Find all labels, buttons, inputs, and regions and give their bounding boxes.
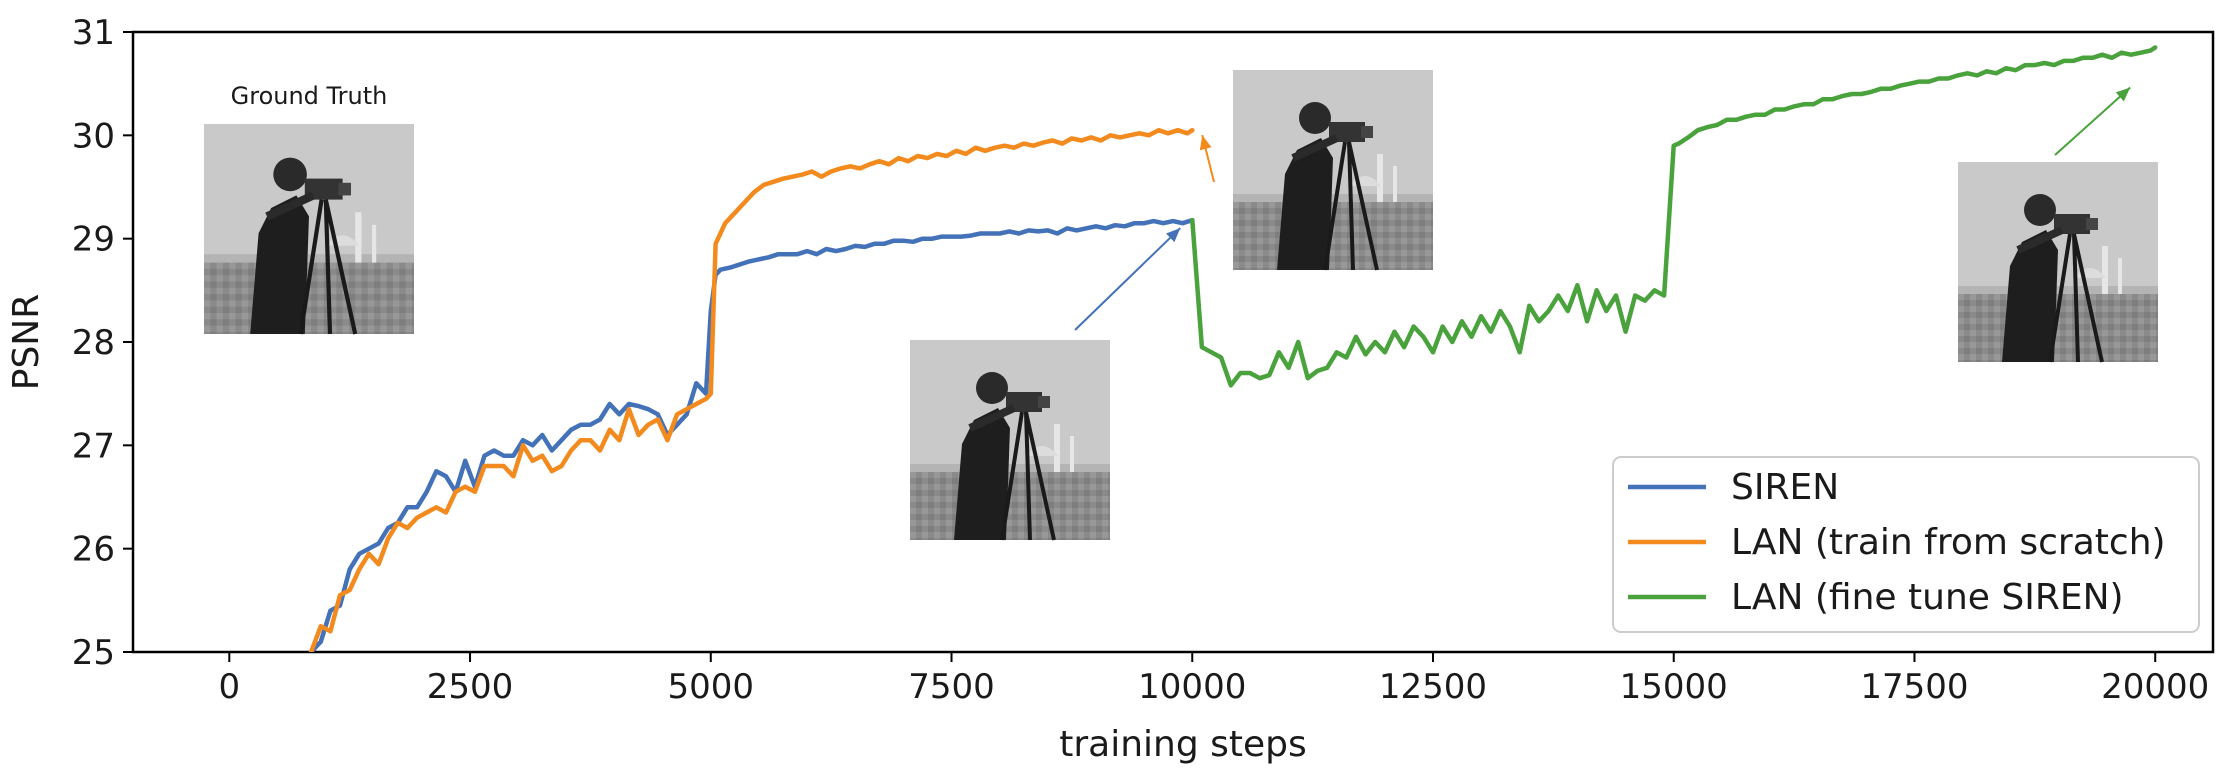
ground-truth-caption: Ground Truth: [231, 82, 388, 110]
x-tick-label: 20000: [2101, 667, 2209, 707]
x-tick-label: 2500: [427, 667, 514, 707]
x-tick-label: 15000: [1620, 667, 1728, 707]
series-line-0: [308, 217, 1195, 652]
x-tick-label: 0: [218, 667, 240, 707]
y-tick-label: 27: [72, 426, 115, 466]
y-axis-label: PSNR: [6, 294, 47, 391]
series-line-1: [308, 127, 1195, 652]
lan-scratch-result-image: [1233, 70, 1433, 270]
lan-finetune-arrow-head: [2115, 87, 2131, 102]
x-tick-label: 10000: [1138, 667, 1246, 707]
lan-scratch-arrow-head: [1199, 135, 1212, 151]
legend-entry-1: LAN (train from scratch): [1731, 522, 2166, 563]
y-tick-label: 25: [72, 633, 115, 673]
y-tick-label: 26: [72, 530, 115, 570]
x-tick-label: 5000: [668, 667, 755, 707]
legend-entry-2: LAN (fine tune SIREN): [1731, 577, 2124, 618]
lan-finetune-arrow: [2054, 86, 2131, 156]
ground-truth-image: [204, 124, 414, 334]
lan-finetune-result-image: [1958, 162, 2158, 362]
siren-arrow: [1074, 227, 1181, 331]
x-tick-label: 7500: [908, 667, 995, 707]
legend: SIREN LAN (train from scratch) LAN (fine t…: [1612, 456, 2200, 633]
series-line-2: [1190, 45, 2158, 388]
y-tick-label: 31: [72, 13, 115, 53]
x-axis-label: training steps: [1059, 724, 1307, 765]
y-tick-label: 28: [72, 323, 115, 363]
siren-result-image: [910, 340, 1110, 540]
legend-entry-0: SIREN: [1731, 467, 1839, 508]
x-tick-label: 17500: [1860, 667, 1968, 707]
y-tick-label: 30: [72, 116, 115, 156]
y-tick-label: 29: [72, 220, 115, 260]
siren-arrow-head: [1166, 228, 1181, 243]
series-group: [308, 45, 2158, 652]
x-tick-label: 12500: [1379, 667, 1487, 707]
legend-box: [1612, 456, 2200, 633]
